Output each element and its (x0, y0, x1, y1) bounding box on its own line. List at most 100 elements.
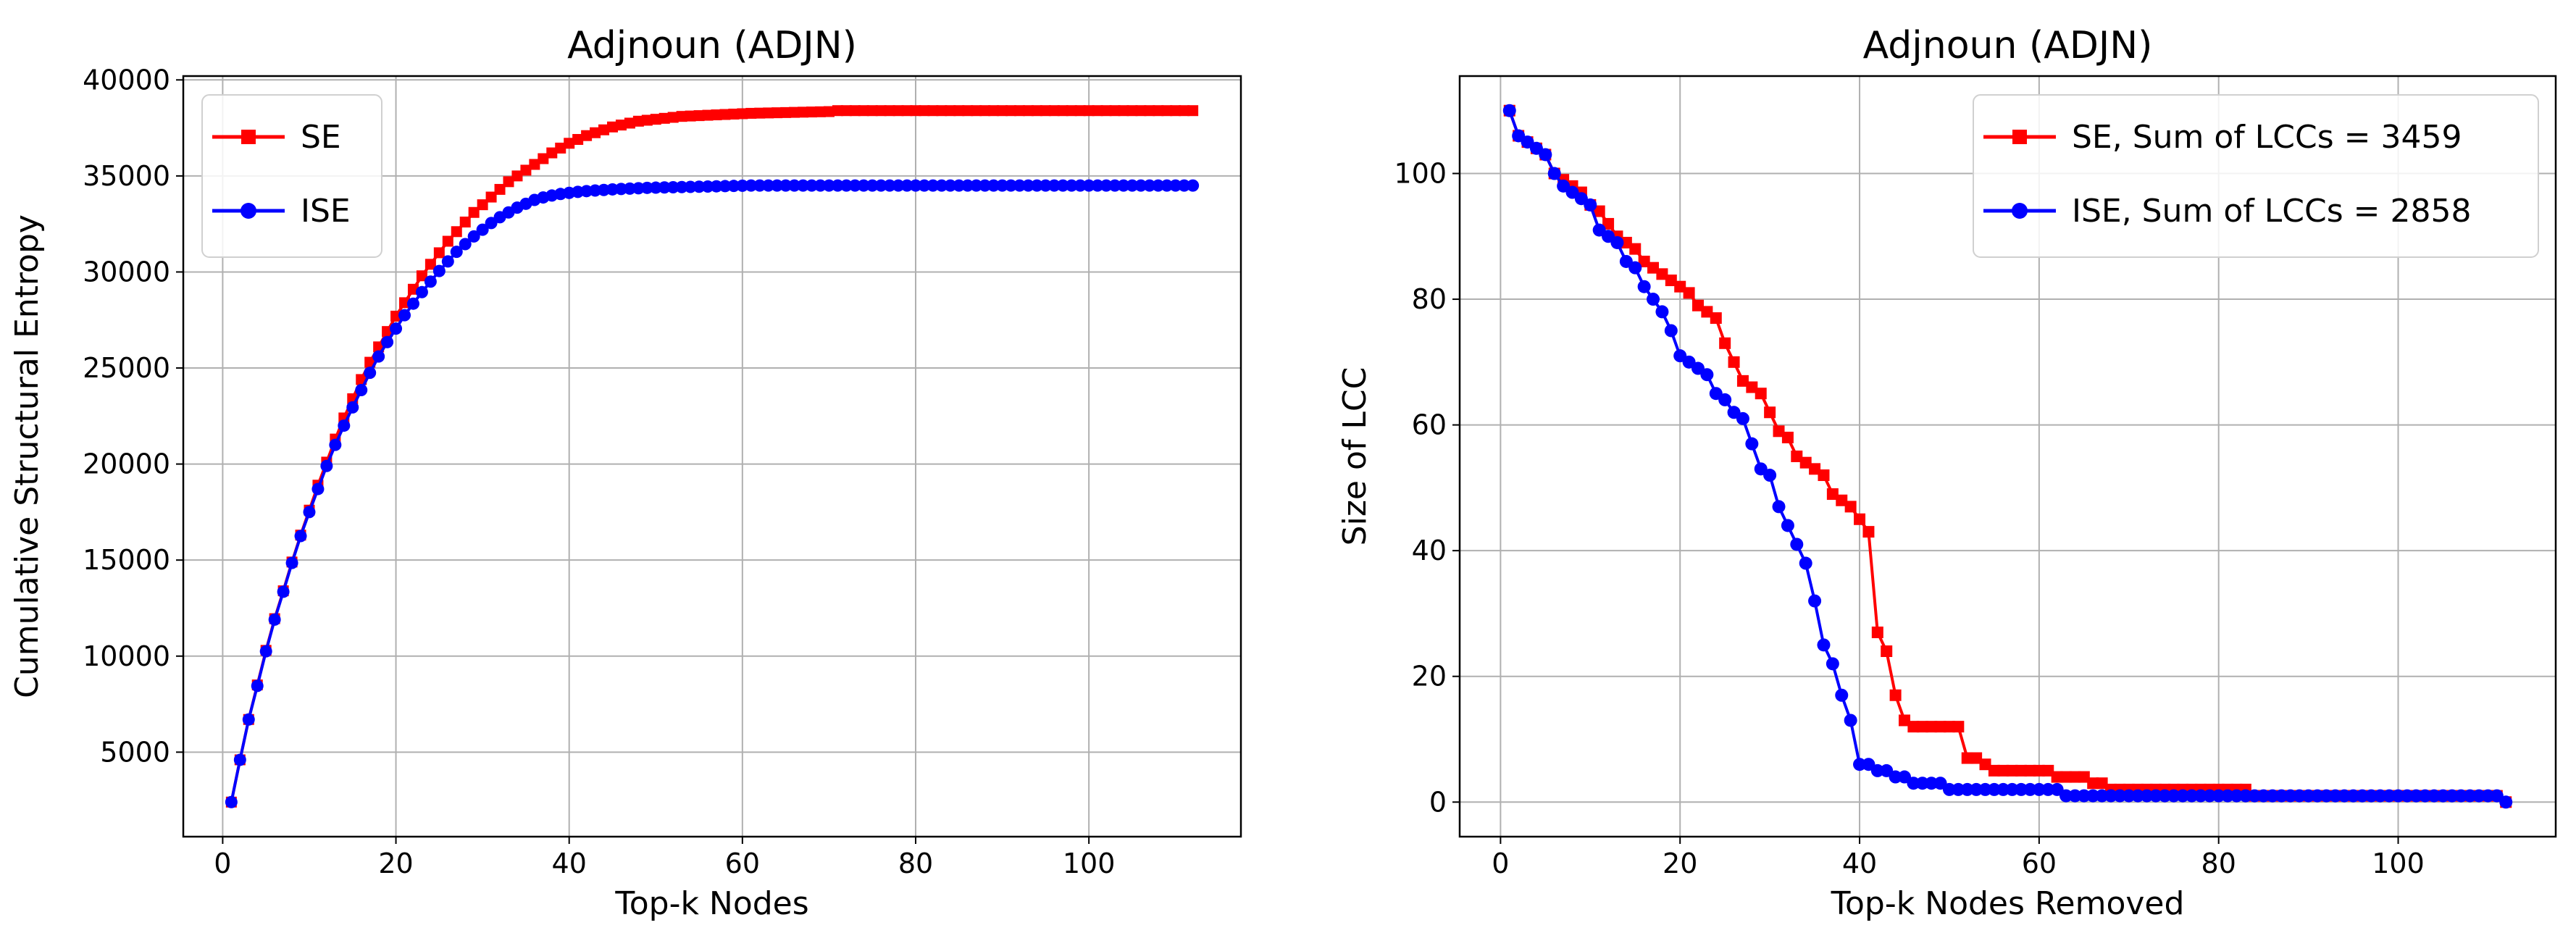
legend-box (1973, 94, 2539, 258)
data-point-circle (251, 679, 264, 693)
data-point-circle (329, 438, 342, 451)
data-point-square (1647, 262, 1660, 274)
data-point-circle (806, 179, 819, 192)
data-point-circle (1987, 782, 2001, 796)
data-point-circle (2373, 789, 2387, 803)
data-point-circle (640, 181, 653, 194)
data-point-square (1083, 105, 1095, 117)
data-point-circle (259, 645, 272, 658)
data-point-square (1719, 337, 1731, 349)
data-point-square (858, 105, 869, 117)
data-point-circle (2472, 789, 2486, 803)
data-point-circle (406, 297, 419, 310)
data-point-circle (727, 180, 740, 193)
data-point-square (711, 109, 722, 121)
data-point-circle (1091, 179, 1104, 192)
data-point-square (1170, 105, 1182, 117)
data-point-square (1799, 456, 1812, 469)
x-tick-label: 60 (725, 848, 760, 879)
data-point-circle (1952, 782, 1965, 796)
data-point-square (1040, 105, 1051, 117)
data-point-square (1144, 105, 1155, 117)
data-point-square (1683, 287, 1695, 299)
data-point-circle (1539, 148, 1552, 162)
data-point-circle (441, 255, 454, 268)
data-point-square (615, 120, 627, 131)
y-tick-label: 40 (1412, 535, 1447, 566)
data-point-square (529, 159, 540, 170)
axes-frame (1458, 75, 2557, 838)
y-tick-label: 40000 (83, 64, 170, 96)
data-point-square (971, 105, 982, 117)
data-point-circle (1960, 782, 1974, 796)
data-point-circle (1178, 179, 1191, 192)
data-point-square (988, 105, 1000, 117)
data-point-circle (1610, 235, 1624, 249)
data-point-circle (1005, 179, 1018, 192)
data-point-square (1943, 721, 1955, 733)
data-point-circle (2095, 789, 2109, 803)
data-point-circle (2158, 789, 2172, 803)
data-point-square (1057, 105, 1069, 117)
data-point-square (1854, 513, 1866, 525)
data-point-square (1755, 388, 1767, 400)
data-point-circle (753, 179, 766, 192)
data-point-circle (788, 179, 801, 192)
data-point-square (892, 105, 904, 117)
data-point-circle (355, 384, 368, 397)
data-point-square (2015, 764, 2028, 777)
y-tick-label: 20000 (83, 448, 170, 480)
legend-label: ISE (301, 193, 351, 230)
series-line (230, 184, 1193, 803)
data-point-square (719, 109, 731, 120)
data-point-circle (1108, 179, 1121, 192)
data-point-circle (874, 179, 887, 192)
data-point-circle (2454, 789, 2468, 803)
data-point-circle (1152, 179, 1165, 192)
chart-title: Adjnoun (ADJN) (567, 24, 857, 67)
data-point-square (806, 106, 818, 118)
data-point-square (485, 191, 497, 203)
data-point-square (667, 112, 679, 123)
y-tick-label: 30000 (83, 256, 170, 288)
data-point-square (1153, 105, 1164, 117)
data-point-square (780, 106, 792, 118)
series-square (225, 105, 1199, 808)
data-point-square (2096, 777, 2108, 790)
data-point-circle (1547, 167, 1561, 180)
data-point-square (433, 247, 445, 259)
series-circle (225, 179, 1200, 808)
legend: SE, Sum of LCCs = 3459 ISE, Sum of LCCs =… (1973, 94, 2539, 258)
data-point-square (2087, 777, 2099, 790)
data-point-square (1179, 105, 1190, 117)
chart-2: 0 20 40 60 80 100 0 20 40 60 80 100 Adjnoun (ADJN) To… (1337, 24, 2557, 922)
data-point-square (1791, 451, 1803, 462)
data-point-square (520, 164, 532, 176)
data-point-circle (2346, 789, 2360, 803)
data-point-square (771, 107, 783, 119)
data-point-circle (1942, 782, 1956, 796)
data-point-square (1907, 721, 1920, 733)
data-point-square (997, 105, 1008, 117)
data-point-circle (2301, 789, 2315, 803)
data-point-circle (432, 264, 446, 277)
data-point-square (1871, 626, 1883, 638)
data-point-circle (2328, 789, 2342, 803)
data-point-square (685, 110, 696, 122)
data-point-circle (1889, 770, 1902, 784)
y-tick-label: 20 (1412, 661, 1447, 693)
data-point-square (1916, 721, 1928, 733)
data-point-square (468, 206, 480, 218)
data-point-circle (2059, 789, 2073, 803)
data-point-circle (771, 179, 784, 192)
data-point-circle (2077, 789, 2091, 803)
data-point-circle (1925, 777, 1939, 790)
data-point-circle (2364, 789, 2378, 803)
data-point-circle (2400, 789, 2414, 803)
data-point-square (763, 107, 774, 119)
data-point-circle (1970, 782, 1983, 796)
x-tick-label: 0 (1492, 848, 1509, 879)
data-point-circle (303, 506, 316, 519)
data-point-square (910, 105, 921, 117)
data-point-square (399, 297, 411, 309)
